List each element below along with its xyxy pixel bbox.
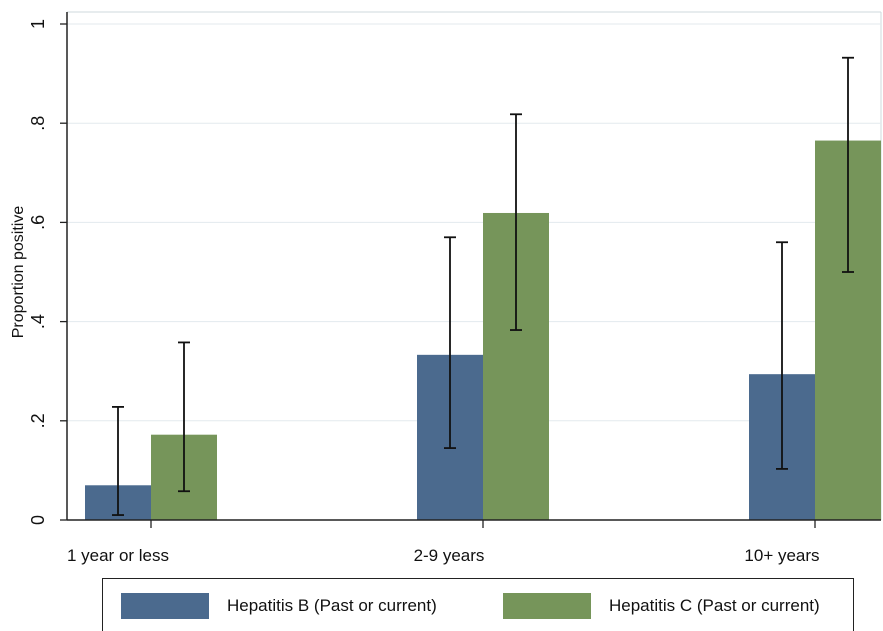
legend-swatch-hepatitis-c <box>503 593 591 619</box>
legend-label-hepatitis-b: Hepatitis B (Past or current) <box>227 596 437 615</box>
y-tick-label: 0 <box>28 515 48 525</box>
legend-item-hepatitis-b: Hepatitis B (Past or current) <box>121 593 437 619</box>
x-tick-label: 1 year or less <box>67 546 169 565</box>
legend: Hepatitis B (Past or current) Hepatitis … <box>102 578 854 631</box>
y-tick-label: .2 <box>28 413 48 428</box>
x-tick-label: 10+ years <box>744 546 819 565</box>
bar-chart: 0 .2 .4 .6 .8 1 Proportion positive 1 year or l… <box>10 11 882 565</box>
y-tick-label: 1 <box>28 19 48 29</box>
legend-label-hepatitis-c: Hepatitis C (Past or current) <box>609 596 820 615</box>
x-tick-label: 2-9 years <box>414 546 485 565</box>
y-tick-label: .4 <box>28 314 48 329</box>
y-axis-label: Proportion positive <box>10 206 27 339</box>
y-tick-label: .8 <box>28 116 48 131</box>
legend-swatch-hepatitis-b <box>121 593 209 619</box>
legend-item-hepatitis-c: Hepatitis C (Past or current) <box>503 593 820 619</box>
y-tick-label: .6 <box>28 215 48 230</box>
